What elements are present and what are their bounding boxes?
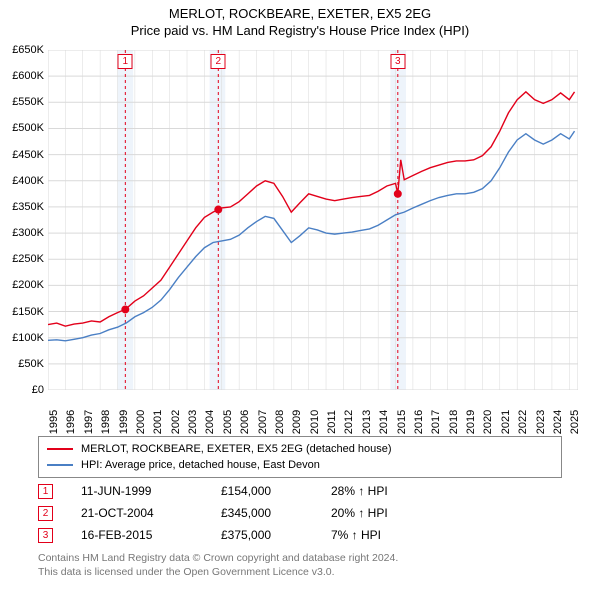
sale-price-0: £154,000 [221,484,331,498]
event-marker-1: 1 [118,54,133,69]
x-tick-label: 2014 [378,410,390,434]
x-tick-label: 2003 [187,410,199,434]
footnote-line-2: This data is licensed under the Open Gov… [38,566,398,580]
x-tick-label: 2016 [413,410,425,434]
footnote: Contains HM Land Registry data © Crown c… [38,552,398,579]
sale-delta-0: 28% ↑ HPI [331,484,441,498]
event-marker-3: 3 [390,54,405,69]
y-tick-label: £0 [32,384,44,396]
legend-label-0: MERLOT, ROCKBEARE, EXETER, EX5 2EG (deta… [81,443,392,455]
x-tick-label: 2002 [170,410,182,434]
x-tick-label: 2019 [465,410,477,434]
y-tick-label: £600K [12,70,44,82]
x-tick-label: 2010 [309,410,321,434]
y-tick-label: £350K [12,201,44,213]
sale-price-1: £345,000 [221,506,331,520]
sale-row-1: 2 21-OCT-2004 £345,000 20% ↑ HPI [38,502,562,524]
x-tick-label: 1998 [100,410,112,434]
x-tick-label: 2024 [552,410,564,434]
x-tick-label: 2005 [222,410,234,434]
x-tick-label: 2009 [291,410,303,434]
x-tick-label: 2015 [396,410,408,434]
legend-box: MERLOT, ROCKBEARE, EXETER, EX5 2EG (deta… [38,436,562,478]
y-tick-label: £200K [12,279,44,291]
sale-row-2: 3 16-FEB-2015 £375,000 7% ↑ HPI [38,524,562,546]
x-tick-label: 2012 [343,410,355,434]
event-marker-2: 2 [211,54,226,69]
x-tick-label: 1997 [83,410,95,434]
legend-row-1: HPI: Average price, detached house, East… [47,457,553,473]
sale-row-0: 1 11-JUN-1999 £154,000 28% ↑ HPI [38,480,562,502]
y-tick-label: £400K [12,175,44,187]
x-tick-label: 2018 [448,410,460,434]
x-tick-label: 2017 [430,410,442,434]
x-tick-label: 2000 [135,410,147,434]
sale-date-2: 16-FEB-2015 [81,528,221,542]
sales-table: 1 11-JUN-1999 £154,000 28% ↑ HPI 2 21-OC… [38,480,562,546]
sale-delta-2: 7% ↑ HPI [331,528,441,542]
sale-marker-2: 3 [38,528,53,543]
y-tick-label: £250K [12,253,44,265]
x-tick-label: 2007 [257,410,269,434]
legend-label-1: HPI: Average price, detached house, East… [81,459,320,471]
title-line-2: Price paid vs. HM Land Registry's House … [0,23,600,38]
chart-container: MERLOT, ROCKBEARE, EXETER, EX5 2EG Price… [0,0,600,590]
sale-marker-0: 1 [38,484,53,499]
chart-svg [48,50,578,390]
legend-swatch-0 [47,448,73,450]
x-tick-label: 2022 [517,410,529,434]
sale-date-0: 11-JUN-1999 [81,484,221,498]
x-tick-label: 2023 [535,410,547,434]
legend-row-0: MERLOT, ROCKBEARE, EXETER, EX5 2EG (deta… [47,441,553,457]
y-tick-label: £50K [18,358,44,370]
x-tick-label: 2013 [361,410,373,434]
x-tick-label: 2020 [482,410,494,434]
x-tick-label: 2004 [204,410,216,434]
x-tick-label: 2008 [274,410,286,434]
legend-swatch-1 [47,464,73,466]
x-tick-label: 1995 [48,410,60,434]
y-tick-label: £450K [12,149,44,161]
x-tick-label: 2025 [569,410,581,434]
y-axis-labels: £0£50K£100K£150K£200K£250K£300K£350K£400… [0,50,46,390]
x-tick-label: 2011 [326,410,338,434]
x-tick-label: 1996 [65,410,77,434]
x-tick-label: 2001 [152,410,164,434]
y-tick-label: £150K [12,306,44,318]
x-tick-label: 1999 [118,410,130,434]
sale-marker-1: 2 [38,506,53,521]
y-tick-label: £500K [12,122,44,134]
sale-delta-1: 20% ↑ HPI [331,506,441,520]
x-axis-labels: 1995 1996 1997 1998 1999 2000 2001 2002 2003 2004… [48,392,578,432]
x-tick-label: 2021 [500,410,512,434]
footnote-line-1: Contains HM Land Registry data © Crown c… [38,552,398,566]
title-block: MERLOT, ROCKBEARE, EXETER, EX5 2EG Price… [0,0,600,38]
chart-area: 1 2 3 [48,50,578,390]
sale-date-1: 21-OCT-2004 [81,506,221,520]
sale-price-2: £375,000 [221,528,331,542]
title-line-1: MERLOT, ROCKBEARE, EXETER, EX5 2EG [0,6,600,21]
y-tick-label: £550K [12,96,44,108]
y-tick-label: £100K [12,332,44,344]
y-tick-label: £300K [12,227,44,239]
x-tick-label: 2006 [239,410,251,434]
y-tick-label: £650K [12,44,44,56]
